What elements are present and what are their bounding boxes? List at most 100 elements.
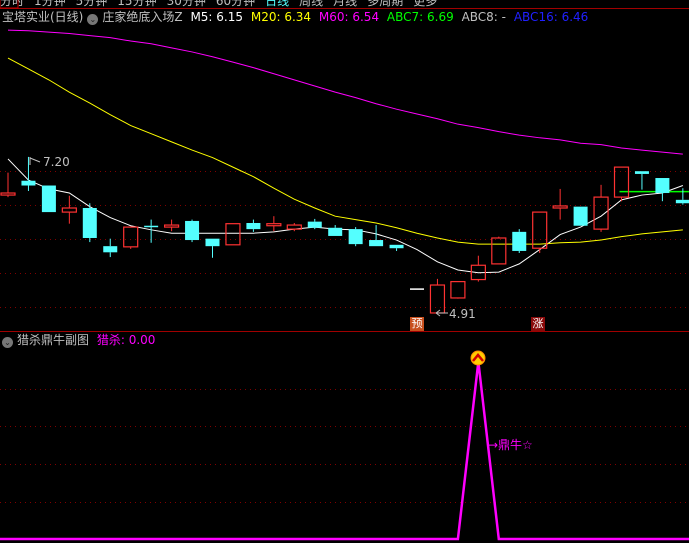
candle xyxy=(512,229,527,253)
candle-body xyxy=(369,240,384,247)
period-tab[interactable]: 周线 xyxy=(299,0,324,8)
candle xyxy=(348,227,363,247)
candle-body xyxy=(123,226,139,248)
candles xyxy=(0,156,689,314)
candle-body xyxy=(552,205,568,209)
stock-title: 宝塔实业(日线) xyxy=(2,10,84,24)
period-tab-bar: 分时 1分钟 5分钟 15分钟 30分钟 60分钟 日线 周线 月线 多周期 更多 xyxy=(0,0,447,8)
candle xyxy=(307,218,322,230)
sub-header: ⌄ 猎杀鼎牛副图 猎杀: 0.00 xyxy=(2,333,159,348)
candle-body xyxy=(41,185,56,213)
moving-averages xyxy=(7,29,689,274)
period-tab[interactable]: 分时 xyxy=(0,0,25,8)
candle-body xyxy=(61,207,77,213)
candle-body xyxy=(613,166,630,198)
candle-body xyxy=(225,223,241,246)
yu-marker: 预 xyxy=(410,317,424,331)
candle xyxy=(655,178,670,202)
candle-body xyxy=(266,223,282,227)
candle-body xyxy=(389,244,404,249)
candle xyxy=(246,219,261,232)
period-tab[interactable]: 月线 xyxy=(333,0,358,8)
dingniu-label: →鼎牛☆ xyxy=(488,437,533,452)
candle-body xyxy=(675,199,689,204)
candle-body xyxy=(103,246,118,253)
low-label: 4.91 xyxy=(449,307,476,321)
period-tab[interactable]: 1分钟 xyxy=(34,0,66,8)
indicator-name[interactable]: 庄家绝底入场Z xyxy=(102,10,183,24)
signal-icon xyxy=(470,350,486,366)
candle-body xyxy=(307,221,322,228)
annotations: 7.20 4.91 →鼎牛☆ xyxy=(29,155,533,452)
candle xyxy=(41,185,56,213)
candle-body xyxy=(144,225,159,228)
sub-value: 猎杀: 0.00 xyxy=(96,333,156,347)
candle xyxy=(634,171,649,190)
candle-body xyxy=(328,227,343,236)
candle xyxy=(185,219,200,243)
candle-body xyxy=(593,196,609,230)
m5-line xyxy=(7,158,684,274)
period-tab[interactable]: 5分钟 xyxy=(75,0,108,8)
period-tab[interactable]: 更多 xyxy=(413,0,438,8)
period-tab[interactable]: 30分钟 xyxy=(166,0,206,8)
candle-body xyxy=(532,211,548,249)
candle xyxy=(429,278,446,314)
candle-body xyxy=(205,238,220,247)
candle-body xyxy=(185,220,200,241)
candle-body xyxy=(82,208,97,238)
abc7-value: ABC7: 6.69 xyxy=(386,10,454,24)
candle-body xyxy=(348,229,363,245)
m20-value: M20: 6.34 xyxy=(250,10,312,24)
sub-chart xyxy=(0,361,689,541)
candle xyxy=(82,203,97,243)
m60-line xyxy=(7,29,683,155)
abc16-value: ABC16: 6.46 xyxy=(513,10,589,24)
candle-body xyxy=(573,206,588,226)
candle xyxy=(21,156,36,191)
zhang-marker: 涨 xyxy=(531,317,545,331)
candle-body xyxy=(429,284,446,314)
candle xyxy=(123,226,139,249)
candle xyxy=(450,281,466,299)
candle-body xyxy=(246,223,261,230)
candle xyxy=(0,172,16,198)
candle-body xyxy=(470,264,486,281)
candle-body xyxy=(286,224,302,230)
candle-body xyxy=(512,231,527,251)
candle xyxy=(470,255,486,282)
candle xyxy=(286,223,302,232)
sub-indicator-name[interactable]: 猎杀鼎牛副图 xyxy=(17,333,90,347)
candle-body xyxy=(21,180,36,186)
candle-body xyxy=(0,192,16,196)
high-arrow-icon xyxy=(29,157,41,163)
period-tab[interactable]: 日线 xyxy=(265,0,290,8)
low-arrow-icon xyxy=(435,309,448,317)
candle xyxy=(593,184,609,232)
candle xyxy=(491,236,507,265)
candle-body xyxy=(634,171,649,174)
corner-box xyxy=(0,0,19,9)
m60-value: M60: 6.54 xyxy=(318,10,380,24)
main-header: 宝塔实业(日线) ⌄ 庄家绝底入场Z M5: 6.15 M20: 6.34 M60:… xyxy=(2,10,592,25)
chevron-down-icon[interactable]: ⌄ xyxy=(2,337,13,348)
period-tab[interactable]: 多周期 xyxy=(367,0,404,8)
high-label: 7.20 xyxy=(43,155,70,169)
candle xyxy=(61,195,77,224)
candle-body xyxy=(655,178,670,194)
period-tab[interactable]: 15分钟 xyxy=(117,0,157,8)
chevron-down-icon[interactable]: ⌄ xyxy=(87,14,99,25)
candle xyxy=(552,188,568,220)
candle xyxy=(675,188,689,205)
candle xyxy=(266,216,282,232)
abc8-value: ABC8: - xyxy=(461,10,506,24)
m5-value: M5: 6.15 xyxy=(190,10,244,24)
candle xyxy=(613,166,630,202)
candle-body xyxy=(164,224,180,228)
candle xyxy=(164,219,180,232)
candle-body xyxy=(491,237,507,265)
period-tab[interactable]: 60分钟 xyxy=(215,0,256,8)
candle xyxy=(389,244,404,251)
candle xyxy=(103,238,118,258)
